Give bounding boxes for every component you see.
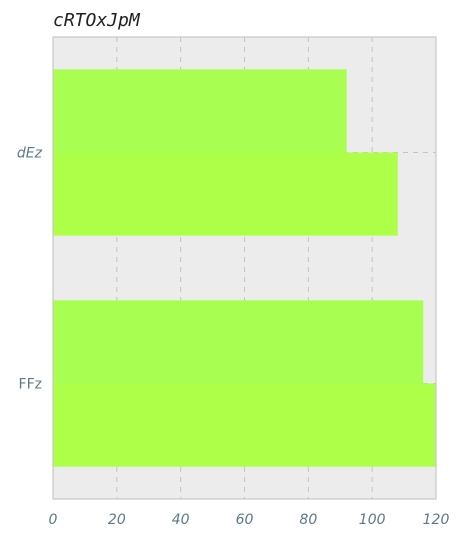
x-tick-label: 80: [299, 512, 317, 528]
bar: [53, 69, 347, 153]
bar: [53, 152, 398, 236]
x-tick-label: 40: [172, 512, 190, 528]
plot-frame: [52, 36, 437, 500]
y-tick-label: FFz: [19, 377, 42, 393]
x-tick-label: 0: [49, 512, 58, 528]
y-tick-label: dEz: [17, 146, 43, 162]
x-tick-label: 60: [236, 512, 254, 528]
chart-title: cRTOxJpM: [53, 10, 141, 31]
bars: [53, 69, 436, 467]
y-axis: dEz FFz: [17, 146, 43, 393]
x-tick-label: 20: [108, 512, 126, 528]
bar: [53, 383, 436, 467]
x-axis: 0 20 40 60 80 100 120: [49, 512, 450, 528]
bar: [53, 300, 424, 384]
x-tick-label: 120: [423, 512, 450, 528]
x-tick-label: 100: [359, 512, 386, 528]
